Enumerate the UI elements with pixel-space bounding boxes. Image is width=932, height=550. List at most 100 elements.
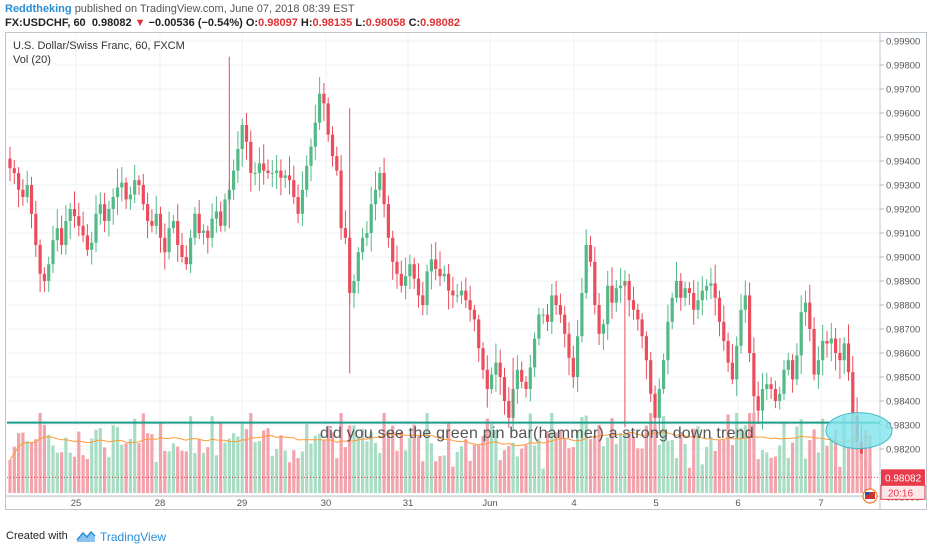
volume-bar [520, 448, 524, 493]
chart-panel[interactable]: 0.99900 0.99800 0.99700 0.99600 0.99500 0.994… [5, 32, 927, 510]
candle-body [834, 338, 838, 353]
high-label: H: [300, 17, 313, 29]
candle-body [859, 441, 863, 459]
candle-body [644, 336, 648, 361]
x-tick-label: 28 [155, 498, 166, 509]
volume-bar [64, 437, 68, 493]
volume-bar [275, 448, 279, 493]
candle-body [713, 283, 717, 298]
tradingview-brand[interactable]: TradingView [100, 530, 167, 544]
volume-bar [408, 438, 412, 493]
candle-body [619, 285, 623, 289]
volume-bar [558, 430, 562, 493]
candle-body [352, 281, 356, 293]
volume-bar [735, 413, 739, 493]
volume-bar [141, 413, 145, 493]
candle-body [266, 170, 270, 173]
candle-body [580, 293, 584, 337]
candle-body [404, 276, 408, 286]
volume-bar [588, 439, 593, 493]
volume-bar [184, 451, 188, 493]
volume-bar [318, 433, 322, 493]
volume-bar [189, 416, 193, 493]
volume-bar [752, 413, 756, 493]
volume-bar [124, 443, 128, 493]
candle-body [674, 281, 679, 298]
candle-body [176, 221, 180, 245]
volume-bar [464, 439, 468, 493]
candle-body [240, 125, 244, 149]
author-link[interactable]: Reddtheking [5, 3, 72, 15]
candle-body [554, 295, 558, 305]
price-chart[interactable]: 0.99900 0.99800 0.99700 0.99600 0.99500 0.994… [6, 33, 926, 509]
candle-body [842, 343, 846, 361]
candle-body [309, 146, 313, 166]
candle-body [803, 302, 808, 313]
candle-body [631, 300, 636, 310]
candle-body [326, 103, 330, 135]
instrument-title: U.S. Dollar/Swiss Franc, 60, FXCM [13, 40, 185, 52]
candle-body [124, 182, 128, 200]
x-tick-label: 5 [653, 498, 658, 509]
y-tick-label: 0.99400 [886, 157, 920, 168]
volume-bar [107, 457, 111, 493]
volume-bar [765, 452, 769, 493]
candle-body [636, 309, 640, 320]
tradingview-logo-icon [76, 530, 96, 542]
candle-body [283, 175, 287, 178]
candle-body [356, 252, 360, 281]
volume-bar [339, 413, 343, 493]
volume-bar [554, 432, 558, 493]
candle-body [438, 269, 442, 277]
candle-body [769, 384, 773, 389]
volume-bar [748, 413, 752, 493]
candle-body [696, 300, 700, 310]
candle-body [197, 213, 201, 233]
candle-body [81, 225, 85, 236]
candle-body [369, 204, 373, 233]
volume-bar [653, 425, 657, 493]
candle-body [700, 290, 704, 301]
volume-bar [864, 429, 868, 493]
volume-bar [614, 444, 618, 493]
candle-body [541, 314, 545, 316]
candle-body [735, 345, 739, 380]
volume-bar [743, 425, 747, 493]
volume-bar [21, 432, 25, 493]
volume-bar [8, 459, 12, 493]
open-value: 0.98097 [258, 17, 298, 29]
volume-bar [846, 446, 851, 493]
candle-body [666, 321, 670, 361]
candle-body [141, 185, 145, 205]
volume-bar [296, 458, 300, 493]
candle-body [17, 173, 21, 190]
close-label: C: [408, 17, 421, 29]
volume-bar [12, 446, 16, 493]
volume-bar [210, 416, 214, 493]
candle-body [812, 329, 816, 375]
candle-body [292, 180, 296, 197]
volume-bar [395, 450, 399, 493]
candle-body [606, 285, 610, 325]
candle-body [816, 360, 820, 375]
volume-bar [386, 430, 390, 493]
volume-bar [657, 444, 661, 493]
candle-body [361, 237, 365, 253]
candle-body [300, 189, 304, 214]
volume-bar [94, 429, 98, 493]
volume-bar [120, 444, 124, 493]
volume-bar [34, 439, 38, 493]
volume-bar [348, 425, 352, 493]
candle-body [490, 374, 494, 389]
candle-body [120, 182, 124, 188]
volume-bar [533, 445, 537, 493]
candle-body [442, 273, 446, 277]
candle-body [275, 170, 279, 173]
volume-bar [150, 434, 154, 493]
candle-body [330, 134, 335, 157]
candle-body [25, 185, 29, 197]
candle-body [34, 213, 38, 245]
y-tick-label: 0.99300 [886, 181, 920, 192]
volume-bar [490, 423, 494, 493]
volume-bar [773, 456, 777, 493]
